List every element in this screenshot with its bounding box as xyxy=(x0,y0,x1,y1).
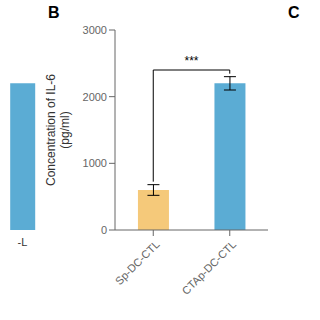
svg-text:3000: 3000 xyxy=(83,24,107,36)
svg-text:0: 0 xyxy=(101,224,107,236)
svg-text:1000: 1000 xyxy=(83,157,107,169)
svg-text:Concentration of IL-6(pg/ml): Concentration of IL-6(pg/ml) xyxy=(45,74,72,186)
svg-text:Sp-DC-CTL: Sp-DC-CTL xyxy=(113,238,162,287)
svg-text:-L: -L xyxy=(18,236,28,248)
svg-text:2000: 2000 xyxy=(83,91,107,103)
html-text:C: C xyxy=(288,4,300,21)
svg-text:***: *** xyxy=(184,54,198,68)
svg-text:CTAp-DC-CTL: CTAp-DC-CTL xyxy=(179,238,238,297)
html-text:B: B xyxy=(48,4,60,21)
